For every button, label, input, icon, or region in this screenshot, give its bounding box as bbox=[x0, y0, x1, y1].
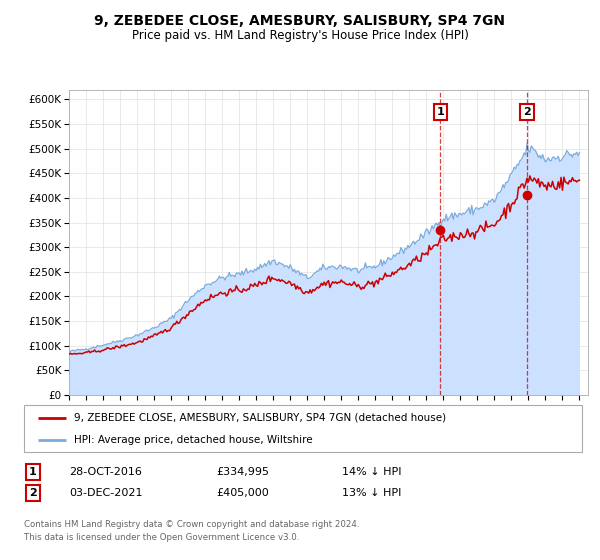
Text: 2: 2 bbox=[523, 108, 531, 117]
Text: 28-OCT-2016: 28-OCT-2016 bbox=[69, 467, 142, 477]
Text: HPI: Average price, detached house, Wiltshire: HPI: Average price, detached house, Wilt… bbox=[74, 435, 313, 445]
Text: 2: 2 bbox=[29, 488, 37, 498]
Text: 1: 1 bbox=[29, 467, 37, 477]
Text: 9, ZEBEDEE CLOSE, AMESBURY, SALISBURY, SP4 7GN (detached house): 9, ZEBEDEE CLOSE, AMESBURY, SALISBURY, S… bbox=[74, 413, 446, 423]
Text: 14% ↓ HPI: 14% ↓ HPI bbox=[342, 467, 401, 477]
Text: Contains HM Land Registry data © Crown copyright and database right 2024.: Contains HM Land Registry data © Crown c… bbox=[24, 520, 359, 529]
Text: This data is licensed under the Open Government Licence v3.0.: This data is licensed under the Open Gov… bbox=[24, 533, 299, 542]
Text: 9, ZEBEDEE CLOSE, AMESBURY, SALISBURY, SP4 7GN: 9, ZEBEDEE CLOSE, AMESBURY, SALISBURY, S… bbox=[95, 14, 505, 28]
Text: 13% ↓ HPI: 13% ↓ HPI bbox=[342, 488, 401, 498]
Text: Price paid vs. HM Land Registry's House Price Index (HPI): Price paid vs. HM Land Registry's House … bbox=[131, 29, 469, 42]
Text: 1: 1 bbox=[437, 108, 445, 117]
FancyBboxPatch shape bbox=[24, 405, 582, 452]
Text: £334,995: £334,995 bbox=[216, 467, 269, 477]
Text: £405,000: £405,000 bbox=[216, 488, 269, 498]
Text: 03-DEC-2021: 03-DEC-2021 bbox=[69, 488, 143, 498]
